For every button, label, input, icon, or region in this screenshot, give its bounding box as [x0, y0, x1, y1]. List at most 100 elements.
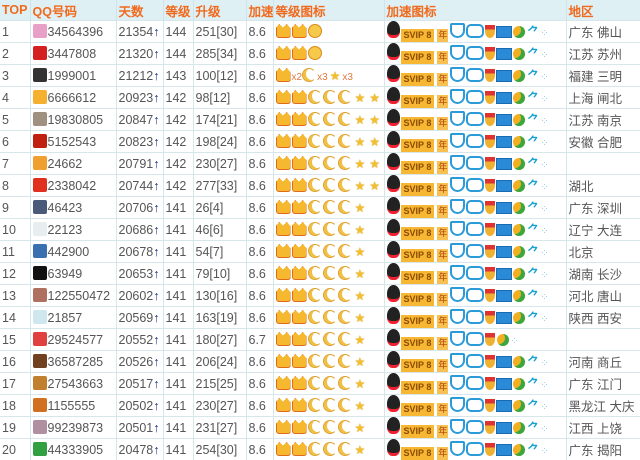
- upgrade: 98[12]: [193, 87, 246, 109]
- qq-number[interactable]: 19830805: [30, 109, 116, 131]
- gamepad-icon: [466, 420, 484, 434]
- avatar: [33, 288, 47, 302]
- year-badge: 年: [437, 73, 448, 86]
- qq-number[interactable]: 122550472: [30, 285, 116, 307]
- qq-number[interactable]: 44333905: [30, 439, 116, 460]
- rank: 7: [0, 153, 30, 175]
- qq-number[interactable]: 1155555: [30, 395, 116, 417]
- dots-icon: ⁘: [540, 94, 548, 105]
- qq-penguin-icon: [387, 219, 400, 236]
- region: 广东 江门: [566, 373, 640, 395]
- qq-number[interactable]: 22123: [30, 219, 116, 241]
- medal-icon: [485, 201, 495, 214]
- level: 141: [163, 285, 193, 307]
- dots-icon: ⁘: [540, 204, 548, 215]
- svip-badge: SVIP 8: [401, 161, 435, 174]
- qq-number[interactable]: 6666612: [30, 87, 116, 109]
- running-icon: ⺈: [527, 25, 539, 39]
- qq-number[interactable]: 3447808: [30, 43, 116, 65]
- card-icon: [496, 202, 512, 214]
- qq-number[interactable]: 36587285: [30, 351, 116, 373]
- qq-number[interactable]: 27543663: [30, 373, 116, 395]
- qq-number[interactable]: 5152543: [30, 131, 116, 153]
- avatar: [33, 266, 47, 280]
- year-badge: 年: [437, 161, 448, 174]
- header-upgrade[interactable]: 升级: [193, 0, 246, 21]
- qq-number[interactable]: 29524577: [30, 329, 116, 351]
- upgrade: 231[27]: [193, 417, 246, 439]
- moon-icon: [338, 222, 352, 236]
- header-qq[interactable]: QQ号码: [30, 0, 116, 21]
- upgrade: 54[7]: [193, 241, 246, 263]
- qq-number[interactable]: 63949: [30, 263, 116, 285]
- days: 20501↑: [116, 417, 163, 439]
- dots-icon: ⁘: [540, 182, 548, 193]
- header-days[interactable]: 天数: [116, 0, 163, 21]
- speed: 8.6: [246, 417, 273, 439]
- header-level[interactable]: 等级: [163, 0, 193, 21]
- qq-number[interactable]: 1999001: [30, 65, 116, 87]
- moon-icon: [308, 420, 322, 434]
- music-icon: [513, 444, 525, 456]
- crown-icon: [276, 354, 291, 368]
- star-icon: ★: [355, 443, 366, 457]
- qq-number[interactable]: 46423: [30, 197, 116, 219]
- qq-number[interactable]: 442900: [30, 241, 116, 263]
- running-icon: ⺈: [527, 91, 539, 105]
- medal-icon: [485, 421, 495, 434]
- medal-icon: [485, 113, 495, 126]
- qq-number[interactable]: 34564396: [30, 21, 116, 43]
- dots-icon: ⁘: [540, 226, 548, 237]
- year-badge: 年: [437, 359, 448, 372]
- music-icon: [513, 136, 525, 148]
- moon-icon: [323, 244, 337, 258]
- qq-number[interactable]: 2338042: [30, 175, 116, 197]
- level: 141: [163, 241, 193, 263]
- moon-icon: [338, 156, 352, 170]
- avatar: [33, 354, 47, 368]
- year-badge: 年: [437, 337, 448, 350]
- star-icon: ★: [355, 135, 366, 149]
- qq-number[interactable]: 24662: [30, 153, 116, 175]
- days: 21212↑: [116, 65, 163, 87]
- level: 141: [163, 439, 193, 460]
- header-speed[interactable]: 加速: [246, 0, 273, 21]
- rank: 16: [0, 351, 30, 373]
- header-top[interactable]: TOP: [0, 0, 30, 21]
- speed: 8.6: [246, 373, 273, 395]
- qq-number[interactable]: 99239873: [30, 417, 116, 439]
- region: 广东 深圳: [566, 197, 640, 219]
- svip-badge: SVIP 8: [401, 205, 435, 218]
- qq-number[interactable]: 21857: [30, 307, 116, 329]
- moon-icon: [338, 310, 352, 324]
- running-icon: ⺈: [527, 399, 539, 413]
- level-icons: ★: [273, 417, 384, 439]
- shield-icon: [450, 89, 465, 104]
- region: 广东 佛山: [566, 21, 640, 43]
- moon-icon: [338, 288, 352, 302]
- shield-icon: [450, 309, 465, 324]
- card-icon: [496, 26, 512, 38]
- days: 20526↑: [116, 351, 163, 373]
- avatar: [33, 156, 47, 170]
